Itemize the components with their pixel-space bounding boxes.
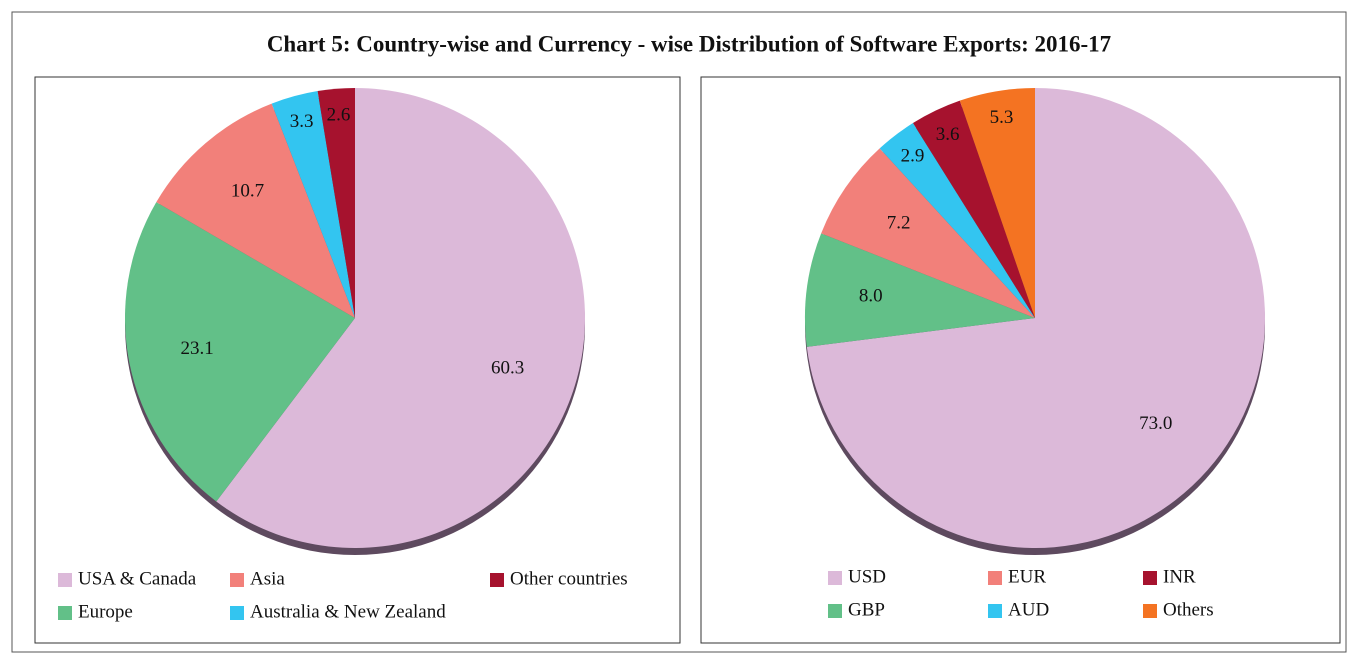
legend-label: Other countries — [510, 568, 628, 589]
legend-swatch — [230, 606, 244, 620]
data-label: 23.1 — [181, 338, 214, 359]
legend-label: Others — [1163, 599, 1214, 620]
legend-label: Asia — [250, 568, 285, 589]
pie-slice — [317, 88, 355, 318]
pie-slice — [804, 233, 1035, 347]
legend-label: AUD — [1008, 599, 1049, 620]
legend-swatch — [828, 571, 842, 585]
data-label: 10.7 — [231, 180, 264, 201]
legend-label: EUR — [1008, 566, 1046, 587]
data-label: 2.6 — [327, 105, 351, 126]
data-label: 3.6 — [936, 124, 960, 145]
legend-label: GBP — [848, 599, 885, 620]
legend-swatch — [828, 604, 842, 618]
data-label: 73.0 — [1139, 413, 1172, 434]
legend-label: Europe — [78, 601, 133, 622]
data-label: 8.0 — [859, 286, 883, 307]
legend-label: USD — [848, 566, 886, 587]
pie-slice — [271, 91, 355, 319]
pie-slice — [959, 88, 1035, 318]
pie-slice — [912, 100, 1035, 318]
legend-swatch — [988, 571, 1002, 585]
data-label: 60.3 — [491, 358, 524, 379]
legend-swatch — [1143, 604, 1157, 618]
data-label: 2.9 — [901, 145, 925, 166]
pie-slice — [806, 88, 1265, 548]
pie-slice — [156, 103, 355, 318]
legend-swatch — [1143, 571, 1157, 585]
legend-label: USA & Canada — [78, 568, 197, 589]
legend-swatch — [58, 606, 72, 620]
frame — [11, 11, 1347, 653]
pie-slice — [879, 123, 1035, 318]
legend-swatch — [230, 573, 244, 587]
legend-label: INR — [1163, 566, 1196, 587]
data-label: 3.3 — [290, 111, 314, 132]
legend-swatch — [490, 573, 504, 587]
legend-label: Australia & New Zealand — [250, 601, 446, 622]
legend-swatch — [58, 573, 72, 587]
pie-slice — [216, 88, 585, 548]
data-label: 5.3 — [990, 107, 1014, 128]
pie-slice — [821, 148, 1035, 318]
pie-slice — [124, 202, 356, 502]
chart-title: Chart 5: Country-wise and Currency - wis… — [267, 31, 1111, 56]
data-label: 7.2 — [887, 212, 911, 233]
legend-swatch — [988, 604, 1002, 618]
